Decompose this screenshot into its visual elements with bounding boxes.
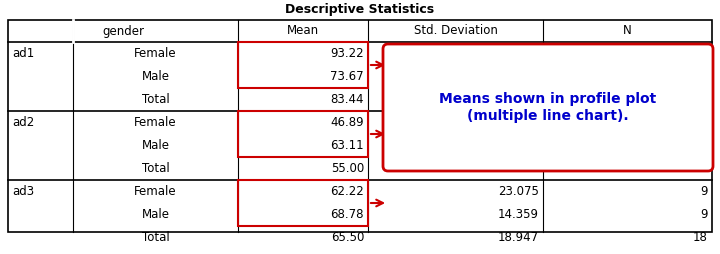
Text: 83.44: 83.44 [330,93,364,106]
Bar [8,20,712,232]
Text: 9: 9 [701,47,708,60]
Bar [238,42,368,88]
Text: 9: 9 [701,208,708,221]
Text: 18: 18 [693,231,708,244]
Text: Total: Total [142,93,169,106]
Text: Female: Female [134,116,177,129]
Text: 62.22: 62.22 [330,185,364,198]
Text: 65.50: 65.50 [330,231,364,244]
Text: 9: 9 [701,185,708,198]
Text: 9: 9 [701,70,708,83]
Text: 63.11: 63.11 [330,139,364,152]
Bar [238,180,368,226]
Text: 68.78: 68.78 [330,208,364,221]
Text: ad1: ad1 [12,47,35,60]
Text: Means shown in profile plot
(multiple line chart).: Means shown in profile plot (multiple li… [439,92,657,123]
Text: Std. Deviation: Std. Deviation [413,24,498,38]
Text: Male: Male [142,208,169,221]
Text: gender: gender [102,24,144,38]
Text: 73.67: 73.67 [330,70,364,83]
Text: 46.89: 46.89 [330,116,364,129]
Text: Male: Male [142,70,169,83]
Text: 93.22: 93.22 [330,47,364,60]
Text: Female: Female [134,185,177,198]
Text: Total: Total [142,231,169,244]
Text: 14.359: 14.359 [498,208,539,221]
Text: 18.947: 18.947 [498,231,539,244]
Text: Descriptive Statistics: Descriptive Statistics [285,4,435,17]
Bar [238,111,368,157]
Text: N: N [623,24,632,38]
Text: 16.409: 16.409 [498,70,539,83]
Text: Mean: Mean [287,24,319,38]
Text: 23.075: 23.075 [498,185,539,198]
Text: ad2: ad2 [12,116,35,129]
Text: 55.00: 55.00 [330,162,364,175]
Text: ad3: ad3 [12,185,34,198]
Text: Female: Female [134,47,177,60]
Text: Total: Total [142,162,169,175]
Text: Male: Male [142,139,169,152]
Text: 4.711: 4.711 [505,47,539,60]
FancyBboxPatch shape [383,44,713,171]
